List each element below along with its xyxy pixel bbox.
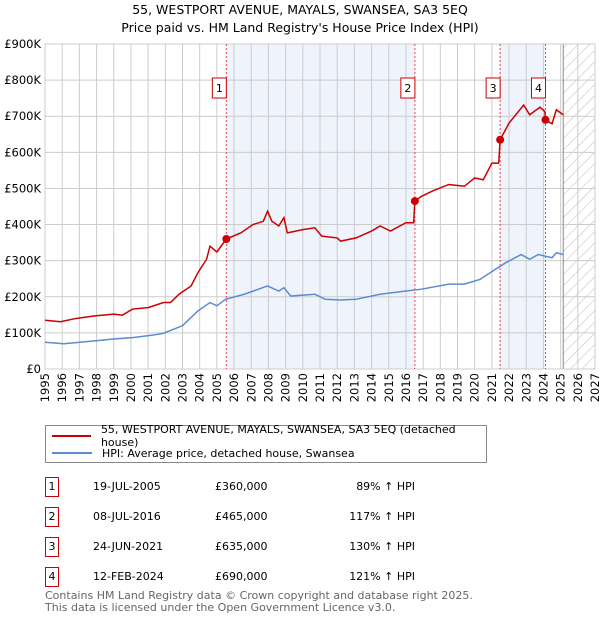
sale-point: [410, 197, 419, 206]
x-tick-label: 2012: [330, 373, 344, 402]
x-tick-label: 2007: [244, 373, 258, 402]
legend-label: 55, WESTPORT AVENUE, MAYALS, SWANSEA, SA…: [100, 423, 456, 449]
sale-label: 1: [216, 82, 223, 95]
sale-badge: 1: [45, 477, 59, 497]
sale-row: 2 08-JUL-2016 £465,000 117% ↑ HPI: [45, 507, 445, 527]
sale-row: 4 12-FEB-2024 £690,000 121% ↑ HPI: [45, 567, 445, 587]
sale-hpi-diff: 121% ↑ HPI: [349, 570, 415, 583]
sale-label: 2: [404, 82, 411, 95]
sale-date: 19-JUL-2005: [93, 480, 161, 493]
x-tick-label: 2011: [313, 373, 327, 402]
footer-copyright: Contains HM Land Registry data © Crown c…: [45, 589, 473, 602]
x-tick-label: 2006: [227, 373, 241, 402]
shaded-period: [226, 44, 415, 369]
sale-price: £360,000: [215, 480, 268, 493]
sale-row: 1 19-JUL-2005 £360,000 89% ↑ HPI: [45, 477, 445, 497]
y-tick-label: £200K: [4, 290, 41, 304]
x-tick-label: 1999: [107, 373, 121, 402]
x-tick-label: 1998: [90, 373, 104, 402]
x-tick-label: 2003: [176, 373, 190, 402]
sale-point: [222, 235, 231, 243]
sale-label-box: [485, 77, 501, 99]
sale-row: 3 24-JUN-2021 £635,000 130% ↑ HPI: [45, 537, 445, 557]
x-tick-label: 1996: [55, 373, 69, 402]
x-tick-label: 2018: [433, 373, 447, 402]
x-tick-label: 2027: [588, 373, 600, 402]
sale-label: 4: [535, 82, 542, 95]
x-tick-label: 1997: [72, 373, 86, 402]
x-tick-label: 2015: [382, 373, 396, 402]
x-tick-label: 2010: [296, 373, 310, 402]
x-tick-label: 2016: [399, 373, 413, 402]
y-tick-label: £600K: [4, 145, 41, 159]
x-tick-label: 2019: [451, 373, 465, 402]
sale-date: 24-JUN-2021: [93, 540, 164, 553]
chart-subtitle: Price paid vs. HM Land Registry's House …: [121, 20, 479, 35]
x-tick-label: 2002: [158, 373, 172, 402]
x-tick-label: 2008: [261, 373, 275, 402]
x-tick-label: 2024: [536, 373, 550, 402]
y-tick-label: £500K: [4, 181, 41, 195]
x-tick-label: 2005: [210, 373, 224, 402]
series-line: [44, 251, 564, 345]
sale-price: £465,000: [215, 510, 268, 523]
sale-price: £635,000: [215, 540, 268, 553]
y-tick-label: £700K: [4, 109, 41, 123]
sale-date: 12-FEB-2024: [93, 570, 164, 583]
price-chart: £0 £100K £200K £300K £400K £500K £600K £700K £80…: [4, 37, 600, 402]
chart-title: 55, WESTPORT AVENUE, MAYALS, SWANSEA, SA…: [132, 2, 468, 17]
sale-point: [541, 115, 550, 124]
sale-badge: 2: [45, 507, 59, 527]
x-tick-label: 2023: [519, 373, 533, 402]
x-tick-label: 2014: [365, 373, 379, 402]
y-tick-label: £900K: [4, 37, 41, 51]
forecast-hatch: [563, 44, 595, 369]
x-tick-label: 2004: [193, 373, 207, 402]
x-tick-label: 2013: [347, 373, 361, 402]
sale-badge: 3: [45, 537, 59, 557]
x-tick-label: 2022: [502, 373, 516, 402]
sale-point: [496, 135, 505, 144]
sale-hpi-diff: 130% ↑ HPI: [349, 540, 415, 553]
sale-date: 08-JUL-2016: [93, 510, 161, 523]
legend-item-property: 55, WESTPORT AVENUE, MAYALS, SWANSEA, SA…: [46, 423, 486, 449]
legend-label: HPI: Average price, detached house, Swan…: [102, 446, 355, 460]
sale-badge: 4: [45, 567, 59, 587]
y-tick-label: £100K: [4, 326, 41, 340]
x-tick-label: 2026: [571, 373, 585, 402]
sale-label-box: [400, 77, 416, 99]
y-tick-label: £800K: [4, 73, 41, 87]
x-tick-label: 2009: [279, 373, 293, 402]
sale-hpi-diff: 89% ↑ HPI: [356, 480, 415, 493]
sale-label-box: [211, 77, 227, 99]
footer-licence: This data is licensed under the Open Gov…: [45, 601, 396, 614]
legend: 55, WESTPORT AVENUE, MAYALS, SWANSEA, SA…: [45, 423, 487, 463]
x-tick-label: 1995: [38, 373, 52, 402]
x-tick-label: 2001: [141, 373, 155, 402]
y-tick-label: £400K: [4, 218, 41, 232]
sale-price: £690,000: [215, 570, 268, 583]
x-tick-label: 2025: [554, 373, 568, 402]
sale-label: 3: [490, 82, 497, 95]
legend-item-hpi: HPI: Average price, detached house, Swan…: [46, 445, 355, 461]
y-tick-label: £300K: [4, 254, 41, 268]
x-tick-label: 2017: [416, 373, 430, 402]
sale-hpi-diff: 117% ↑ HPI: [349, 510, 415, 523]
x-tick-label: 2020: [468, 373, 482, 402]
y-tick-label: £0: [26, 362, 41, 376]
plot-frame: [44, 43, 596, 370]
sale-label-box: [531, 77, 546, 99]
x-tick-label: 2000: [124, 373, 138, 402]
x-tick-label: 2021: [485, 373, 499, 402]
